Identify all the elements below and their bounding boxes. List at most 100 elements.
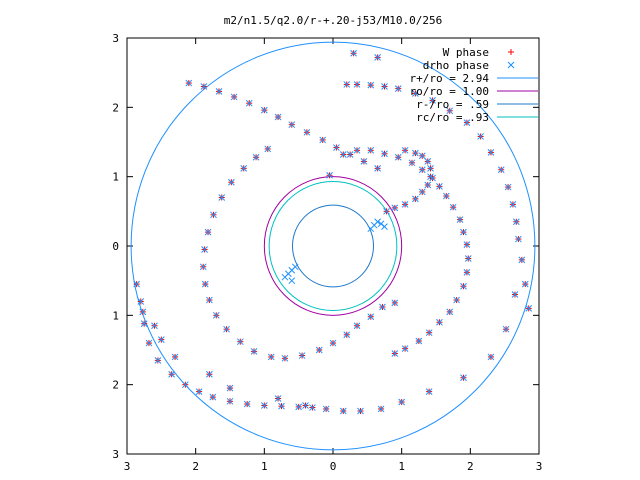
drho-phase-point xyxy=(460,374,467,382)
drho-phase-point xyxy=(228,178,235,186)
drho-phase-point xyxy=(353,146,361,154)
drho-phase-point xyxy=(145,339,153,347)
drho-phase-point xyxy=(250,348,258,355)
drho-phase-point xyxy=(379,303,386,311)
legend-marker-cross xyxy=(507,61,515,69)
drho-phase-point xyxy=(427,164,434,172)
drho-phase-point xyxy=(326,171,333,179)
y-tick-label: 2 xyxy=(112,101,119,114)
drho-phase-point xyxy=(185,79,193,87)
drho-phase-point xyxy=(168,370,175,378)
drho-phase-point xyxy=(391,204,399,212)
drho-phase-point xyxy=(243,400,251,408)
drho-phase-point xyxy=(230,93,238,101)
drho-phase-point xyxy=(367,313,375,321)
drho-phase-point xyxy=(140,320,148,328)
drho-phase-point xyxy=(391,299,399,307)
drho-phase-point xyxy=(415,337,423,345)
drho-phase-point xyxy=(199,263,207,271)
drho-phase-point xyxy=(398,398,406,406)
drho-phase-point xyxy=(357,407,364,415)
drho-phase-point xyxy=(442,192,450,200)
drho-phase-point xyxy=(274,395,282,402)
y-tick-label: 0 xyxy=(112,240,119,253)
drho-phase-point xyxy=(412,149,419,157)
drho-phase-point xyxy=(511,291,519,298)
x-tick-label: 2 xyxy=(467,460,474,473)
drho-phase-point xyxy=(446,107,454,115)
drho-phase-point xyxy=(418,152,426,160)
reference-circle xyxy=(291,204,375,288)
drho-phase-point xyxy=(281,354,289,362)
drho-phase-point xyxy=(236,338,244,346)
drho-phase-point xyxy=(212,311,220,319)
drho-phase-point xyxy=(245,99,253,107)
drho-phase-point xyxy=(209,393,217,401)
drho-phase-point xyxy=(425,388,433,395)
drho-phase-point xyxy=(353,322,361,330)
drho-phase-point xyxy=(401,345,409,352)
drho-phase-point xyxy=(525,305,533,312)
drho-phase-point xyxy=(329,339,337,347)
drho-phase-point xyxy=(260,106,268,114)
drho-phase-point xyxy=(515,235,522,243)
drho-phase-point xyxy=(346,151,354,158)
drho-phase-point xyxy=(281,273,289,281)
drho-phase-point xyxy=(206,296,213,304)
drho-phase-point xyxy=(412,90,419,97)
drho-phase-point xyxy=(298,352,306,359)
drho-phase-point xyxy=(453,296,460,304)
reference-circle xyxy=(263,176,403,316)
reference-circle xyxy=(268,181,398,311)
drho-phase-point xyxy=(374,218,381,226)
drho-phase-point xyxy=(151,322,158,330)
drho-phase-point xyxy=(418,166,426,174)
drho-phase-point xyxy=(226,384,234,392)
drho-phase-point xyxy=(381,223,388,230)
drho-phase-point xyxy=(367,146,375,154)
y-tick-label: 1 xyxy=(112,309,119,322)
drho-phase-point xyxy=(427,173,434,181)
drho-phase-point xyxy=(425,329,433,337)
drho-phase-point xyxy=(288,277,296,285)
x-tick-label: 2 xyxy=(192,460,199,473)
drho-phase-point xyxy=(303,128,311,136)
drho-phase-point xyxy=(367,225,375,233)
drho-phase-point xyxy=(260,402,268,409)
x-tick-label: 1 xyxy=(261,460,268,473)
drho-phase-point xyxy=(267,353,275,361)
drho-phase-point xyxy=(502,325,510,333)
drho-phase-point xyxy=(223,325,230,333)
drho-phase-point xyxy=(295,403,303,411)
drho-phase-point xyxy=(154,357,162,364)
y-tick-label: 3 xyxy=(112,32,119,45)
drho-phase-point xyxy=(288,121,296,129)
drho-phase-point xyxy=(343,331,351,339)
drho-phase-point xyxy=(394,85,402,92)
drho-phase-point xyxy=(449,203,457,211)
drho-phase-point xyxy=(463,119,471,126)
drho-phase-point xyxy=(302,402,309,409)
drho-phase-point xyxy=(319,136,327,144)
drho-phase-point xyxy=(509,201,517,208)
drho-phase-point xyxy=(394,153,402,161)
drho-phase-point xyxy=(367,81,375,89)
drho-phase-point xyxy=(171,353,179,361)
drho-phase-point xyxy=(487,353,495,361)
drho-phase-point xyxy=(477,133,484,140)
drho-phase-point xyxy=(512,218,520,226)
drho-phase-point xyxy=(343,81,351,88)
drho-phase-point xyxy=(518,256,526,264)
drho-phase-point xyxy=(497,166,505,174)
drho-phase-point xyxy=(206,370,213,378)
drho-phase-point xyxy=(412,195,419,203)
drho-phase-point xyxy=(424,158,432,165)
legend-label: r-/ro = .59 xyxy=(416,98,489,111)
drho-phase-point xyxy=(456,216,464,224)
drho-phase-point xyxy=(264,145,272,153)
drho-phase-point xyxy=(504,183,512,191)
drho-phase-point xyxy=(274,113,282,121)
drho-phase-point xyxy=(350,49,357,57)
drho-phase-point xyxy=(139,308,147,316)
